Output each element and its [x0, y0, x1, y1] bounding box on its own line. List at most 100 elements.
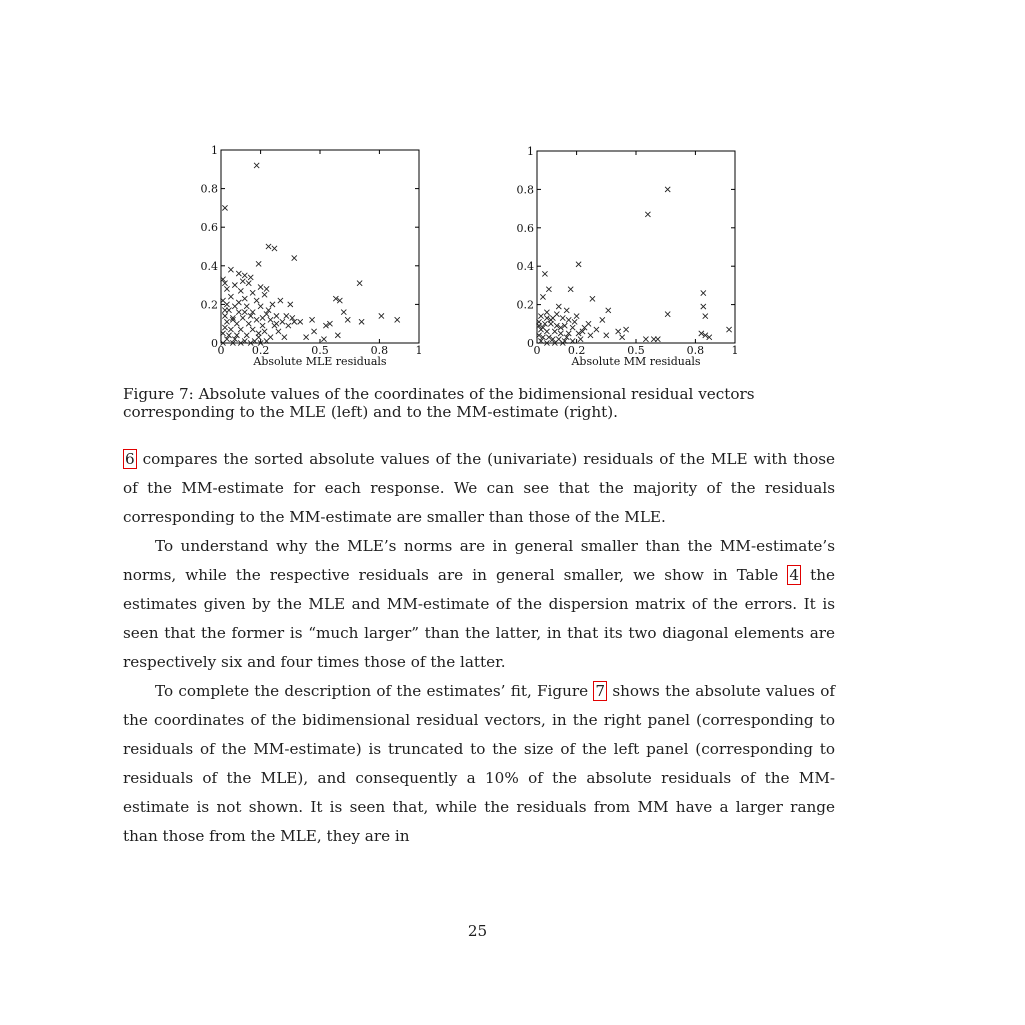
data-point	[309, 316, 315, 323]
data-point	[235, 299, 242, 306]
data-point	[253, 297, 260, 304]
data-point	[575, 330, 582, 337]
x-tick-label: 1	[732, 344, 739, 357]
data-point	[235, 270, 242, 277]
data-point	[654, 336, 661, 343]
data-point	[283, 313, 290, 319]
data-point	[538, 313, 544, 320]
figure-ref-link[interactable]: 7	[593, 681, 608, 701]
data-point	[340, 309, 347, 316]
data-point	[378, 313, 385, 319]
data-point	[220, 330, 226, 337]
data-point	[553, 311, 560, 318]
data-point	[700, 290, 707, 296]
y-tick-label: 0	[211, 337, 218, 350]
data-point	[229, 314, 236, 321]
data-point	[255, 260, 262, 267]
data-point	[557, 330, 564, 337]
data-point	[237, 326, 244, 333]
table-ref-link[interactable]: 4	[787, 565, 802, 585]
data-point	[247, 274, 254, 281]
data-point	[227, 266, 234, 273]
x-tick-label: 0	[218, 344, 225, 357]
data-point	[323, 322, 329, 329]
data-point	[277, 297, 284, 304]
data-point	[289, 314, 296, 321]
data-point	[587, 332, 594, 339]
data-point	[644, 211, 651, 218]
data-point	[702, 332, 709, 339]
data-point	[706, 334, 713, 341]
data-point	[344, 316, 351, 323]
data-point	[226, 332, 232, 339]
data-point	[545, 286, 552, 293]
data-point	[332, 295, 339, 302]
data-point	[241, 309, 248, 316]
data-point	[269, 301, 276, 308]
data-point	[540, 294, 546, 300]
data-point	[227, 326, 234, 333]
data-point	[222, 204, 228, 211]
data-point	[394, 316, 401, 323]
data-point	[563, 334, 570, 341]
data-point	[245, 320, 252, 327]
data-point	[542, 270, 548, 277]
data-point	[253, 316, 260, 323]
data-point	[553, 322, 560, 329]
data-point	[326, 320, 333, 327]
data-point	[220, 340, 226, 346]
data-point	[245, 280, 252, 287]
data-point	[567, 286, 574, 293]
data-point	[334, 332, 341, 339]
figure-ref-link[interactable]: 6	[123, 449, 137, 469]
y-tick-label: 1	[211, 144, 218, 157]
data-point	[571, 318, 578, 325]
y-tick-label: 0.6	[201, 221, 219, 234]
data-point	[336, 297, 343, 304]
data-point	[561, 322, 568, 329]
data-point	[271, 245, 278, 252]
x-tick-label: 1	[416, 344, 423, 357]
data-point	[261, 328, 268, 335]
data-point	[257, 340, 264, 346]
data-point	[273, 320, 280, 327]
figure-caption: Figure 7: Absolute values of the coordin…	[123, 385, 755, 421]
data-point	[543, 340, 550, 346]
data-point	[224, 286, 230, 292]
x-axis-label: Absolute MLE residuals	[252, 355, 387, 368]
data-point	[247, 340, 254, 346]
paragraph-3: To complete the description of the estim…	[123, 681, 835, 845]
data-point	[619, 334, 626, 341]
data-point	[281, 334, 288, 341]
data-point	[239, 314, 246, 321]
page-number: 25	[467, 922, 488, 940]
body-text: 6 compares the sorted absolute values of…	[123, 445, 835, 851]
y-tick-label: 0.8	[517, 183, 535, 196]
x-axis-label: Absolute MM residuals	[570, 355, 700, 368]
data-point	[545, 334, 552, 341]
data-point	[605, 307, 612, 314]
data-point	[273, 313, 280, 319]
data-point	[227, 293, 234, 300]
data-point	[229, 340, 236, 346]
data-point	[259, 322, 266, 329]
data-point	[569, 338, 576, 344]
data-point	[555, 303, 562, 310]
data-point	[559, 315, 566, 321]
data-point	[297, 318, 304, 325]
data-point	[249, 289, 256, 296]
x-tick-label: 0.2	[568, 344, 586, 357]
paragraph-1: 6 compares the sorted absolute values of…	[123, 449, 835, 526]
mle-residuals-panel: 0 0.2 0.5 0.8 1 0 0.2 0.4 0.6 0.8 1 Absolute MLE re…	[201, 144, 423, 368]
data-point	[255, 330, 262, 337]
data-point	[599, 317, 606, 323]
data-point	[538, 338, 544, 344]
data-point	[603, 332, 610, 339]
data-point	[547, 317, 554, 323]
data-point	[265, 307, 272, 314]
data-point	[575, 261, 582, 268]
data-point	[726, 326, 732, 333]
data-point	[579, 328, 586, 335]
data-point	[358, 318, 365, 325]
data-point	[261, 291, 268, 298]
